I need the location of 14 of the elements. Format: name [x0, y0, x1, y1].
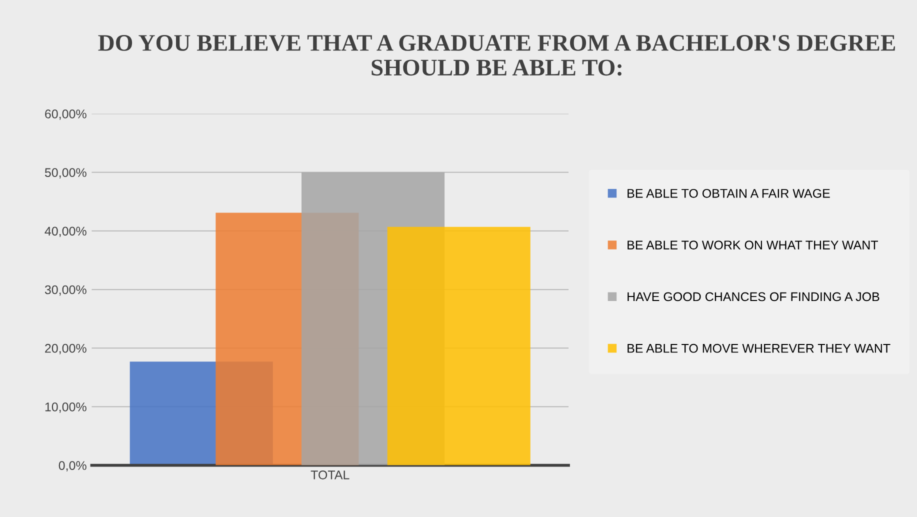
- y-tick-label: 30,00%: [44, 285, 86, 296]
- y-tick-label: 20,00%: [45, 344, 86, 354]
- y-tick-label: 0,0%: [58, 461, 86, 472]
- legend-label: HAVE GOOD CHANCES OF FINDING A JOB: [628, 292, 880, 302]
- y-tick-label: 10,00%: [45, 402, 86, 413]
- y-tick-label: 60,00%: [45, 110, 86, 120]
- legend-label: BE ABLE TO OBTAIN A FAIR WAGE: [628, 188, 830, 198]
- legend-label: BE ABLE TO WORK ON WHAT THEY WANT: [628, 240, 878, 250]
- y-tick-label: 40,00%: [44, 226, 86, 238]
- y-tick-label: 50,00%: [44, 168, 86, 178]
- x-tick-label: TOTAL: [310, 470, 350, 480]
- bar: [387, 226, 530, 466]
- legend-label: BE ABLE TO MOVE WHEREVER THEY WANT: [628, 344, 890, 353]
- chart-title: DO YOU BELIEVE THAT A GRADUATE FROM A BACHELOR'S DEGREE SHOULD BE ABLE TO:: [98, 35, 895, 76]
